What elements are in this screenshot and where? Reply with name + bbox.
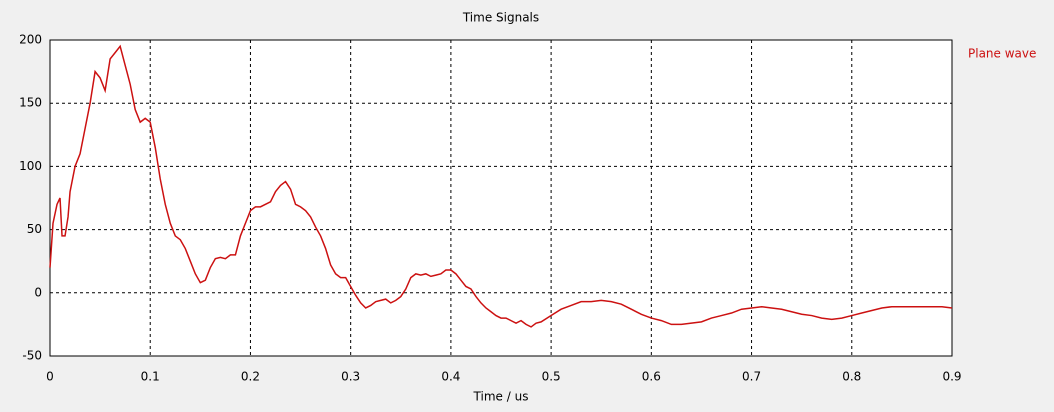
y-tick-label: 50 <box>27 222 42 236</box>
x-tick-label: 0.7 <box>742 370 761 384</box>
x-tick-label: 0.2 <box>241 370 260 384</box>
y-tick-label: 200 <box>19 33 42 47</box>
data-line <box>49 44 953 328</box>
x-tick-label: 0.3 <box>341 370 360 384</box>
x-axis-label: Time / us <box>473 390 529 404</box>
chart-title: Time Signals <box>462 11 539 25</box>
x-tick-label: 0.6 <box>642 370 661 384</box>
y-tick-label: -50 <box>22 349 42 363</box>
x-tick-label: 0.4 <box>441 370 460 384</box>
x-tick-label: 0.9 <box>942 370 961 384</box>
y-tick-label: 100 <box>19 159 42 173</box>
x-tick-label: 0.5 <box>542 370 561 384</box>
x-tick-label: 0 <box>46 370 54 384</box>
y-tick-label: 150 <box>19 96 42 110</box>
x-tick-label: 0.1 <box>141 370 160 384</box>
legend-label: Plane wave <box>968 47 1036 61</box>
y-tick-label: 0 <box>34 285 42 299</box>
plot-area <box>49 39 953 357</box>
x-tick-label: 0.8 <box>842 370 861 384</box>
